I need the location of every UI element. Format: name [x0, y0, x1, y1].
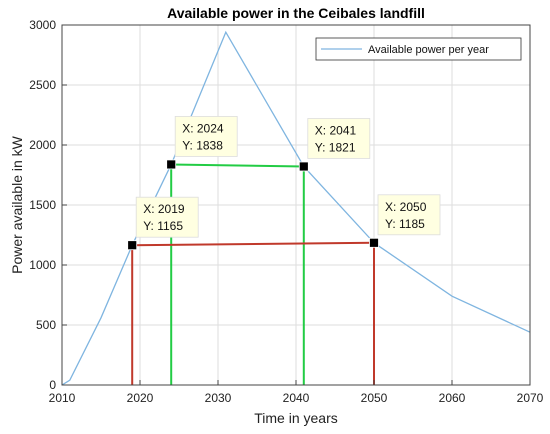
y-tick-label: 1000	[29, 258, 56, 272]
x-tick-label: 2020	[127, 391, 154, 405]
y-tick-label: 3000	[29, 18, 56, 32]
y-tick-label: 2000	[29, 138, 56, 152]
y-tick-label: 500	[36, 318, 56, 332]
series-line	[61, 30, 531, 386]
datatip-marker[interactable]	[127, 240, 138, 251]
x-tick-label: 2030	[205, 391, 232, 405]
x-axis-label: Time in years	[254, 410, 338, 426]
x-tick-label: 2060	[439, 391, 466, 405]
y-ticks: 0 500 1000 1500 2000 2500 3000	[29, 18, 67, 392]
datatip-x-text: X: 2019	[143, 202, 185, 216]
series-group	[61, 30, 531, 386]
marker-group	[127, 159, 379, 251]
connector-line	[171, 163, 304, 168]
datatip-box	[174, 116, 238, 157]
guide-lines	[131, 163, 375, 385]
datatip-y-text: Y: 1165	[143, 219, 183, 233]
connector-line	[132, 241, 375, 247]
chart-title: Available power in the Ceibales landfill	[167, 5, 425, 21]
datatip-box	[377, 194, 441, 236]
datatip-y-text: Y: 1838	[182, 138, 223, 152]
x-tick-label: 2010	[49, 391, 76, 405]
datatip-x-text: X: 2050	[385, 200, 427, 214]
y-tick-label: 2500	[29, 78, 56, 92]
datatip-group: X: 2019 Y: 1165 X: 2024 Y: 1838 X: 2041 Y: 18…	[135, 116, 441, 238]
datatip-x-text: X: 2041	[315, 123, 357, 137]
legend[interactable]: Available power per year	[315, 37, 522, 61]
y-tick-label: 1500	[29, 198, 56, 212]
x-tick-label: 2070	[517, 391, 544, 405]
datatip[interactable]: X: 2019 Y: 1165	[135, 196, 199, 238]
y-tick-label: 0	[49, 378, 56, 392]
datatip-box	[307, 118, 371, 159]
datatip-marker[interactable]	[369, 237, 379, 248]
datatip-marker[interactable]	[298, 161, 309, 172]
datatip-y-text: Y: 1821	[315, 140, 356, 154]
datatip-box	[135, 196, 199, 238]
datatip[interactable]: X: 2024 Y: 1838	[174, 116, 238, 157]
legend-box	[315, 37, 522, 61]
x-tick-label: 2040	[283, 391, 310, 405]
datatip-marker[interactable]	[166, 159, 177, 170]
legend-label: Available power per year	[368, 44, 489, 56]
datatip[interactable]: X: 2050 Y: 1185	[377, 194, 441, 236]
datatip-x-text: X: 2024	[182, 121, 224, 135]
x-ticks: 2010 2020 2030 2040 2050 2060 2070	[49, 380, 544, 405]
y-axis-label: Power available in kW	[9, 135, 25, 274]
datatip-y-text: Y: 1185	[385, 217, 425, 231]
x-tick-label: 2050	[361, 391, 388, 405]
datatip[interactable]: X: 2041 Y: 1821	[307, 118, 371, 159]
